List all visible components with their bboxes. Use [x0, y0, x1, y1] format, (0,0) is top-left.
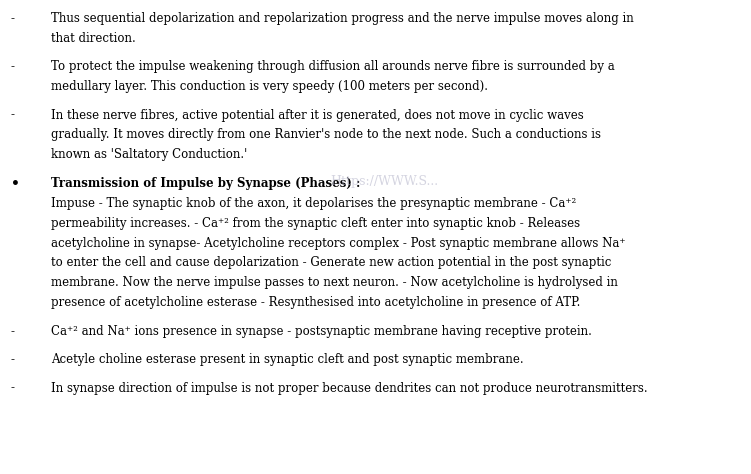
- Text: Ca⁺² and Na⁺ ions presence in synapse - postsynaptic membrane having receptive p: Ca⁺² and Na⁺ ions presence in synapse - …: [51, 325, 592, 337]
- Text: -: -: [11, 325, 14, 337]
- Text: Impuse - The synaptic knob of the axon, it depolarises the presynaptic membrane : Impuse - The synaptic knob of the axon, …: [51, 197, 576, 210]
- Text: medullary layer. This conduction is very speedy (100 meters per second).: medullary layer. This conduction is very…: [51, 80, 488, 93]
- Text: Https://WWW.S...: Https://WWW.S...: [330, 175, 439, 188]
- Text: -: -: [11, 353, 14, 366]
- Text: To protect the impulse weakening through diffusion all arounds nerve fibre is su: To protect the impulse weakening through…: [51, 60, 615, 73]
- Text: that direction.: that direction.: [51, 32, 136, 45]
- Text: acetylcholine in synapse- Acetylcholine receptors complex - Post synaptic membra: acetylcholine in synapse- Acetylcholine …: [51, 237, 626, 249]
- Text: permeability increases. - Ca⁺² from the synaptic cleft enter into synaptic knob : permeability increases. - Ca⁺² from the …: [51, 217, 581, 229]
- Text: known as 'Saltatory Conduction.': known as 'Saltatory Conduction.': [51, 148, 247, 161]
- Text: In these nerve fibres, active potential after it is generated, does not move in : In these nerve fibres, active potential …: [51, 109, 584, 121]
- Text: -: -: [11, 12, 14, 25]
- Text: Transmission of Impulse by Synapse (Phases) :: Transmission of Impulse by Synapse (Phas…: [51, 177, 360, 190]
- Text: gradually. It moves directly from one Ranvier's node to the next node. Such a co: gradually. It moves directly from one Ra…: [51, 128, 601, 141]
- Text: -: -: [11, 109, 14, 121]
- Text: -: -: [11, 60, 14, 73]
- Text: •: •: [11, 177, 20, 191]
- Text: -: -: [11, 382, 14, 394]
- Text: membrane. Now the nerve impulse passes to next neuron. - Now acetylcholine is hy: membrane. Now the nerve impulse passes t…: [51, 276, 618, 289]
- Text: Acetyle choline esterase present in synaptic cleft and post synaptic membrane.: Acetyle choline esterase present in syna…: [51, 353, 523, 366]
- Text: In synapse direction of impulse is not proper because dendrites can not produce : In synapse direction of impulse is not p…: [51, 382, 647, 394]
- Text: Thus sequential depolarization and repolarization progress and the nerve impulse: Thus sequential depolarization and repol…: [51, 12, 634, 25]
- Text: to enter the cell and cause depolarization - Generate new action potential in th: to enter the cell and cause depolarizati…: [51, 256, 611, 269]
- Text: presence of acetylcholine esterase - Resynthesised into acetylcholine in presenc: presence of acetylcholine esterase - Res…: [51, 296, 581, 309]
